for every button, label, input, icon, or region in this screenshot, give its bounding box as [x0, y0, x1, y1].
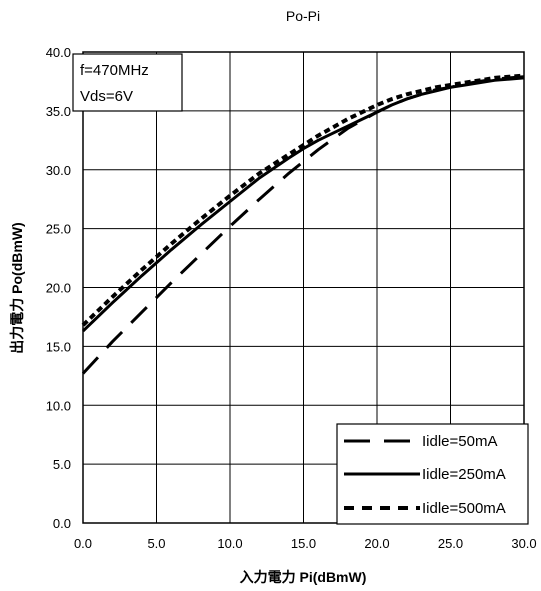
- legend-label: Iidle=250mA: [422, 466, 506, 483]
- plot-border: [82, 51, 525, 524]
- x-tick-label: 5.0: [147, 536, 165, 551]
- y-tick-label: 5.0: [53, 457, 71, 472]
- y-tick-label: 15.0: [46, 339, 71, 354]
- y-tick-labels: 0.0 5.0 10.0 15.0 20.0 25.0 30.0 35.0 40.0: [46, 45, 71, 531]
- legend-label: Iidle=50mA: [422, 433, 497, 450]
- series-line-solid: [81, 76, 525, 333]
- annotation-voltage: Vds=6V: [80, 88, 133, 105]
- y-tick-label: 0.0: [53, 516, 71, 531]
- x-tick-labels: 0.0 5.0 10.0 15.0 20.0 25.0 30.0: [74, 536, 537, 551]
- legend: Iidle=50mA Iidle=250mA Iidle=500mA: [336, 423, 529, 525]
- x-tick-label: 10.0: [217, 536, 242, 551]
- x-tick-label: 30.0: [511, 536, 536, 551]
- y-tick-label: 10.0: [46, 398, 71, 413]
- y-tick-label: 25.0: [46, 222, 71, 237]
- series-lines: [81, 73, 525, 375]
- x-tick-label: 0.0: [74, 536, 92, 551]
- y-tick-label: 30.0: [46, 163, 71, 178]
- series-line-short-dash: [81, 73, 525, 327]
- x-tick-label: 20.0: [364, 536, 389, 551]
- grid: [82, 51, 525, 524]
- x-tick-label: 15.0: [291, 536, 316, 551]
- x-axis-label: 入力電力 Pi(dBmW): [240, 569, 367, 585]
- x-tick-label: 25.0: [438, 536, 463, 551]
- y-tick-label: 40.0: [46, 45, 71, 60]
- y-tick-label: 20.0: [46, 281, 71, 296]
- y-tick-label: 35.0: [46, 104, 71, 119]
- annotation-frequency: f=470MHz: [80, 62, 149, 79]
- annotation-box: f=470MHz Vds=6V: [72, 53, 183, 112]
- y-axis-label: 出力電力 Po(dBmW): [9, 222, 25, 353]
- legend-label: Iidle=500mA: [422, 500, 506, 517]
- chart-title: Po-Pi: [286, 8, 320, 24]
